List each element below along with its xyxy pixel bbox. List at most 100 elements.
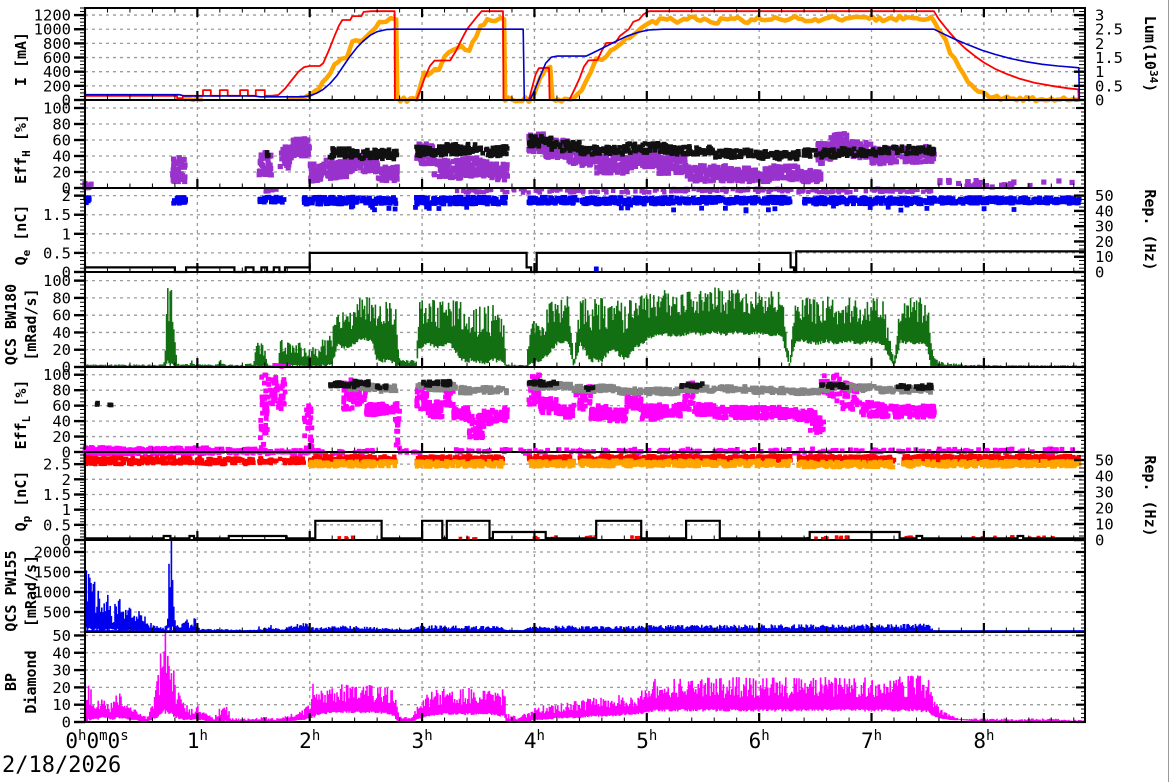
xtick-label: 3h (412, 728, 433, 753)
ytick-label: 1 (62, 501, 71, 519)
xtick-label: 0h0m0s (65, 728, 128, 753)
right-ytick-label: 20 (1095, 500, 1114, 518)
axis-title-qcs-pw155-line0: QCS PW155 (2, 550, 20, 631)
ytick-label: 20 (52, 341, 71, 359)
ytick-label: 1200 (34, 7, 71, 25)
right-ytick-label: 50 (1095, 187, 1114, 205)
ytick-label: 1500 (34, 564, 71, 582)
strip-chart: 0 200 400 600 800 1000 1200 0 0.5 1 1.5 2 2.5 3 Lum(10… (2, 7, 1160, 753)
right-ytick-label: 50 (1095, 452, 1114, 470)
ytick-label: 80 (52, 289, 71, 307)
right-ytick-label: 1 (1095, 63, 1104, 81)
ytick-label: 20 (52, 679, 71, 697)
ytick-label: 50 (52, 627, 71, 645)
right-ytick-label: 40 (1095, 468, 1114, 486)
ytick-label: 60 (52, 397, 71, 415)
ytick-label: 0 (62, 444, 71, 462)
ytick-label: 80 (52, 116, 71, 134)
ytick-label: 1.5 (43, 486, 71, 504)
right-ytick-label: 40 (1095, 202, 1114, 220)
ytick-label: 100 (43, 366, 71, 384)
right-ytick-label: 20 (1095, 233, 1114, 251)
ytick-label: 0 (62, 92, 71, 110)
ytick-label: 40 (52, 413, 71, 431)
right-ytick-label: 0.5 (1095, 77, 1123, 95)
axis-title-bp-diamond-line1: Diamond (22, 650, 40, 713)
axis-title-qcs-bw180-line0: QCS BW180 (2, 284, 20, 365)
ytick-label: 400 (43, 63, 71, 81)
ytick-label: 30 (52, 662, 71, 680)
axis-title-eff-l-line0: EffL [%] (12, 380, 33, 450)
right-ytick-label: 10 (1095, 248, 1114, 266)
ytick-label: 1000 (34, 21, 71, 39)
axis-title-qcs-bw180-line1: [mRad/s] (22, 288, 40, 360)
ytick-label: 0 (62, 714, 71, 732)
ytick-label: 0 (62, 264, 71, 282)
ytick-label: 1.5 (43, 206, 71, 224)
ytick-label: 0.5 (43, 516, 71, 534)
right-ytick-label: 10 (1095, 516, 1114, 534)
axis-title-current-luminosity-line0: I [mA] (12, 32, 30, 86)
ytick-label: 0 (62, 359, 71, 377)
xtick-label: 5h (636, 728, 657, 753)
right-ytick-label: 2 (1095, 35, 1104, 53)
axis-title-eff-h-line0: EffH [%] (12, 114, 33, 184)
ytick-label: 0.5 (43, 244, 71, 262)
right-ytick-label: 0 (1095, 92, 1104, 110)
right-ytick-label: 0 (1095, 264, 1104, 282)
axis-title-qcs-pw155-line1: [mRad/s] (22, 555, 40, 627)
ytick-label: 60 (52, 307, 71, 325)
ytick-label: 40 (52, 324, 71, 342)
ytick-label: 100 (43, 100, 71, 118)
ytick-label: 2.5 (43, 456, 71, 474)
panel-current-luminosity: 02004006008001000120000.511.522.53Lum(10… (12, 7, 1160, 110)
right-ytick-label: 0 (1095, 532, 1104, 550)
ytick-label: 500 (43, 604, 71, 622)
ytick-label: 2 (62, 187, 71, 205)
ytick-label: 1000 (34, 584, 71, 602)
ytick-label: 0 (62, 180, 71, 198)
ytick-label: 1 (62, 225, 71, 243)
right-ytick-label: 2.5 (1095, 21, 1123, 39)
right-axis-title-qe: Rep. (Hz) (1141, 189, 1159, 270)
ytick-label: 2 (62, 471, 71, 489)
axis-title-qp-line0: Qp [nC] (12, 471, 33, 532)
right-ytick-label: 3 (1095, 7, 1104, 25)
xtick-label: 8h (973, 728, 994, 753)
ytick-label: 2000 (34, 544, 71, 562)
right-ytick-label: 1.5 (1095, 49, 1123, 67)
right-ytick-label: 30 (1095, 218, 1114, 236)
ytick-label: 80 (52, 382, 71, 400)
right-ytick-label: 30 (1095, 484, 1114, 502)
ytick-label: 800 (43, 35, 71, 53)
ytick-label: 60 (52, 132, 71, 150)
panel-qcs-pw155: 500 1000 1500 2000 QCS PW155 [mRad/s] (2, 539, 1086, 633)
ytick-label: 200 (43, 77, 71, 95)
xtick-label: 7h (861, 728, 882, 753)
ytick-label: 600 (43, 49, 71, 67)
axis-title-qe-line0: Qe [nC] (12, 205, 33, 266)
x-axis-labels: 0h0m0s 1h 2h 3h 4h 5h 6h 7h 8h (65, 728, 994, 753)
window-right-border (1168, 0, 1169, 782)
ytick-label: 40 (52, 644, 71, 662)
xtick-label: 2h (299, 728, 320, 753)
date-label: 2/18/2026 (2, 753, 122, 778)
ytick-label: 20 (52, 164, 71, 182)
xtick-label: 6h (749, 728, 770, 753)
ytick-label: 10 (52, 696, 71, 714)
ytick-label: 20 (52, 428, 71, 446)
xtick-label: 4h (524, 728, 545, 753)
xtick-label: 1h (187, 728, 208, 753)
ytick-label: 40 (52, 148, 71, 166)
ytick-label: 0 (62, 532, 71, 550)
right-axis-title-qp: Rep. (Hz) (1141, 455, 1159, 536)
axis-title-bp-diamond-line0: BP (2, 673, 20, 691)
right-axis-title-current-luminosity: Lum(1034) (1141, 16, 1160, 92)
